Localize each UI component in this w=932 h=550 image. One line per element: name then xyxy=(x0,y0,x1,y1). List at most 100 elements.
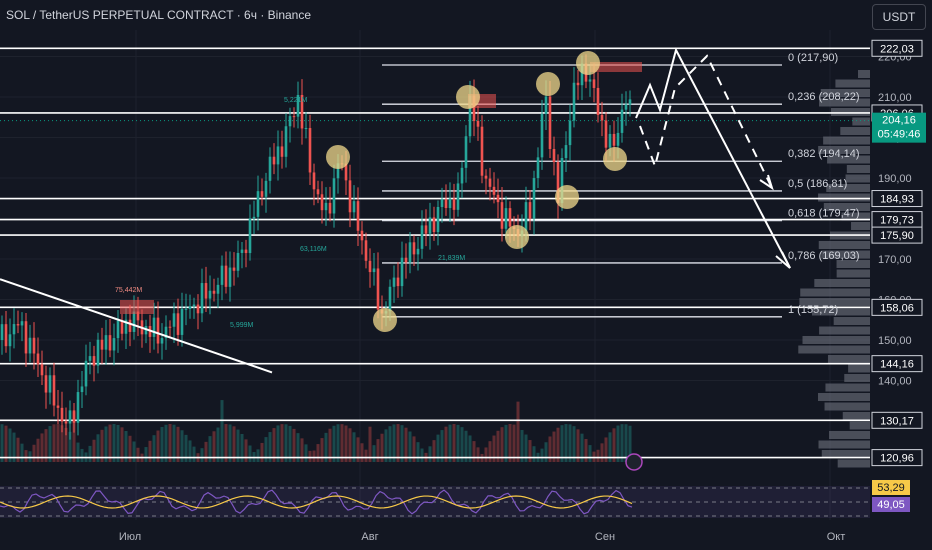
candle-body xyxy=(616,132,620,146)
volume-bar xyxy=(32,444,36,462)
volume-bar xyxy=(304,444,308,462)
volume-profile-bar xyxy=(844,374,870,382)
volume-bar xyxy=(552,431,556,462)
volume-bar xyxy=(192,446,196,462)
volume-bar xyxy=(24,450,28,462)
candle-body xyxy=(544,96,548,114)
candle-body xyxy=(452,198,456,210)
volume-bar xyxy=(556,427,560,462)
candle-body xyxy=(312,172,316,190)
candle-body xyxy=(404,257,408,263)
candle-body xyxy=(412,242,416,255)
volume-bar xyxy=(276,425,280,462)
candle-body xyxy=(264,180,268,197)
candle-body xyxy=(540,113,544,158)
candle-body xyxy=(576,82,580,86)
volume-label: 5,999M xyxy=(230,322,254,329)
candle-body xyxy=(108,335,112,351)
candle-body xyxy=(152,317,156,337)
candle-body xyxy=(288,116,292,127)
volume-bar xyxy=(96,434,100,462)
volume-bar xyxy=(232,426,236,462)
volume-bar xyxy=(452,424,456,462)
volume-profile-bar xyxy=(842,412,870,420)
volume-bar xyxy=(228,424,232,462)
volume-profile-bar xyxy=(827,355,870,363)
price-tick-label: 170,00 xyxy=(878,254,912,266)
candle-body xyxy=(192,304,196,307)
volume-profile-bar xyxy=(819,98,870,107)
candle-body xyxy=(36,353,40,365)
candle-body xyxy=(168,326,172,328)
volume-bar xyxy=(244,439,248,462)
order-block xyxy=(120,300,154,314)
volume-bar xyxy=(436,434,440,462)
volume-bar xyxy=(208,436,212,462)
current-price-tag xyxy=(872,112,926,143)
candle-body xyxy=(536,157,540,179)
volume-bar xyxy=(388,426,392,462)
candle-body xyxy=(508,208,512,227)
volume-bar xyxy=(116,424,120,462)
volume-bar xyxy=(360,443,364,462)
candle-body xyxy=(236,252,240,271)
candle-body xyxy=(136,311,140,321)
volume-bar xyxy=(344,425,348,462)
volume-bar xyxy=(544,442,548,462)
volume-bar xyxy=(268,432,272,462)
volume-bar xyxy=(80,448,84,462)
rsi-value: 49,05 xyxy=(877,499,905,511)
volume-bar xyxy=(600,443,604,462)
volume-bar xyxy=(148,440,152,462)
candle-body xyxy=(92,356,96,366)
candle-body xyxy=(156,317,160,344)
volume-bar xyxy=(0,424,4,462)
candle-body xyxy=(16,324,20,326)
candle-body xyxy=(364,240,368,261)
price-tick-label: 210,00 xyxy=(878,92,912,104)
volume-bar xyxy=(156,430,160,462)
volume-bar xyxy=(604,437,608,462)
volume-bar xyxy=(48,426,52,462)
volume-bar xyxy=(324,432,328,462)
volume-bar xyxy=(340,424,344,462)
volume-bar xyxy=(444,426,448,462)
current-price-value: 204,16 xyxy=(882,115,916,127)
level-tag-text: 179,73 xyxy=(880,215,914,227)
candle-body xyxy=(532,178,536,219)
volume-label: 63,116M xyxy=(300,246,327,253)
rsi-line xyxy=(0,489,633,515)
candle-body xyxy=(232,267,236,271)
volume-bar xyxy=(592,451,596,462)
candle-body xyxy=(212,290,216,294)
volume-profile-bar xyxy=(833,317,870,325)
candle-body xyxy=(44,375,48,393)
candle-body xyxy=(624,104,628,110)
candle-body xyxy=(324,202,328,211)
swing-point-marker xyxy=(505,225,529,249)
candle-body xyxy=(68,410,72,424)
currency-button[interactable]: USDT xyxy=(872,4,926,30)
candle-body xyxy=(568,120,572,146)
volume-bar xyxy=(432,440,436,462)
volume-bar xyxy=(488,441,492,462)
candle-body xyxy=(244,249,248,254)
volume-profile-bar xyxy=(819,326,870,335)
candle-body xyxy=(100,339,104,350)
swing-point-marker xyxy=(326,145,350,169)
candle-body xyxy=(12,324,16,335)
fibonacci-label: 0,382 (194,14) xyxy=(788,148,860,160)
volume-bar xyxy=(224,424,228,462)
volume-bar xyxy=(508,424,512,462)
volume-bar xyxy=(36,438,40,462)
volume-bar xyxy=(412,436,416,462)
volume-bar xyxy=(16,437,20,462)
volume-bar xyxy=(292,428,296,462)
fibonacci-label: 0,5 (186,81) xyxy=(788,178,847,190)
candle-body xyxy=(56,405,60,408)
volume-bar xyxy=(168,424,172,462)
volume-profile-bar xyxy=(827,155,870,164)
candle-body xyxy=(224,265,228,287)
volume-profile-bar xyxy=(802,336,870,344)
